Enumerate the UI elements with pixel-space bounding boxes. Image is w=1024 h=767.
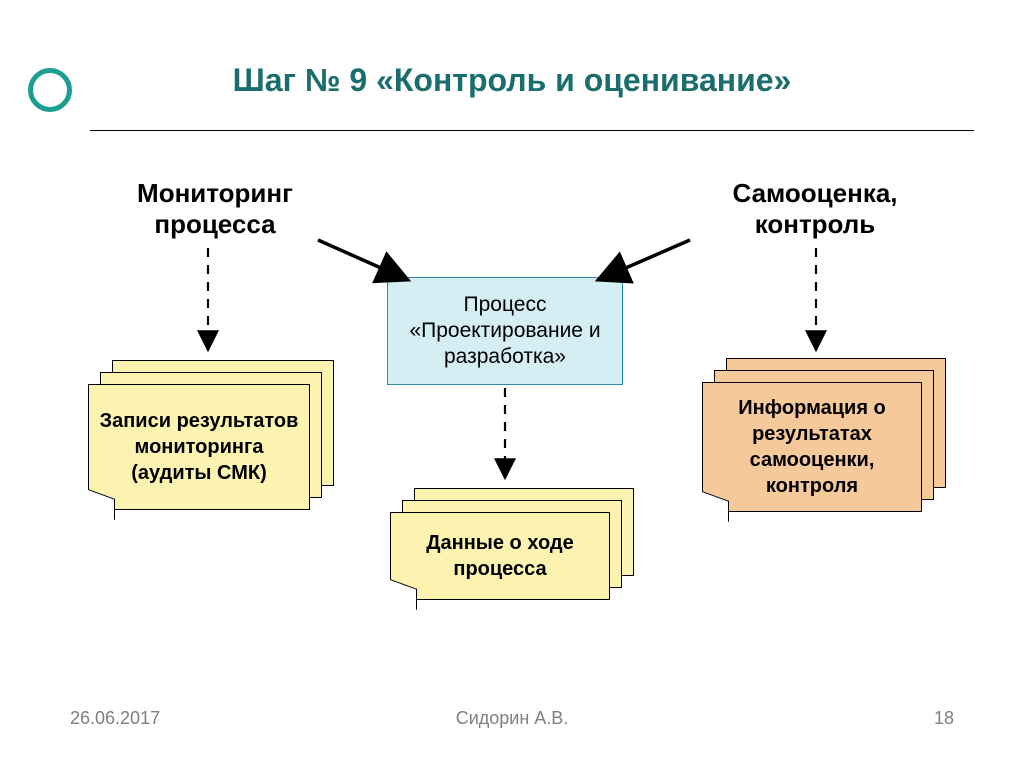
- stack-text: Информация о результатах самооценки, кон…: [709, 395, 915, 499]
- stack-front: Данные о ходе процесса: [390, 512, 610, 600]
- stack-selfcheck-info: Информация о результатах самооценки, кон…: [702, 358, 946, 512]
- stack-text: Данные о ходе процесса: [397, 530, 603, 582]
- stack-process-data: Данные о ходе процесса: [390, 488, 634, 600]
- stack-front: Записи результатов мониторинга (аудиты С…: [88, 384, 310, 510]
- process-box: Процесс «Проектирование и разработка»: [387, 277, 623, 385]
- title-underline: [90, 130, 974, 131]
- footer-author: Сидорин А.В.: [0, 708, 1024, 729]
- stack-monitoring-records: Записи результатов мониторинга (аудиты С…: [88, 360, 334, 510]
- slide-title: Шаг № 9 «Контроль и оценивание»: [0, 62, 1024, 99]
- process-box-text: Процесс «Проектирование и разработка»: [388, 292, 622, 371]
- footer-page: 18: [934, 708, 954, 729]
- stack-front: Информация о результатах самооценки, кон…: [702, 382, 922, 512]
- label-monitoring: Мониторинг процесса: [100, 178, 330, 240]
- label-selfcheck: Самооценка, контроль: [690, 178, 940, 240]
- stack-text: Записи результатов мониторинга (аудиты С…: [95, 408, 303, 486]
